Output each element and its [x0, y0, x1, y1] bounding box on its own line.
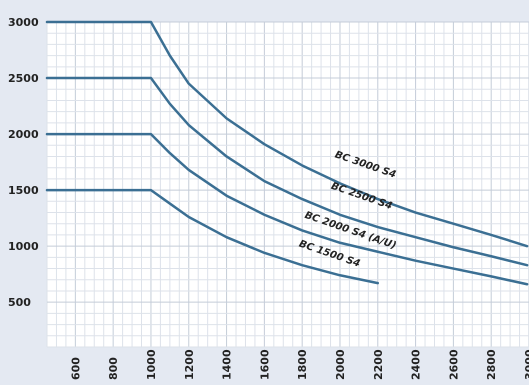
y-tick-label: 2000: [8, 128, 39, 141]
x-tick-label: 2200: [372, 349, 385, 380]
grid: [46, 21, 529, 348]
y-tick-label: 1500: [8, 184, 39, 197]
plot-background: [47, 22, 529, 347]
x-tick-label: 2000: [334, 349, 347, 380]
x-tick-label: 1200: [183, 349, 196, 380]
x-tick-label: 1000: [145, 349, 158, 380]
axes: 500 1000 1500 2000 2500 3000 600 800 1000 1200 140…: [8, 16, 529, 380]
x-tick-label: 1400: [221, 349, 234, 380]
y-tick-label: 500: [8, 296, 31, 309]
x-tick-label: 2400: [410, 349, 423, 380]
series-lines: [45, 20, 529, 286]
x-tick-label: 600: [69, 357, 82, 380]
series-line: [45, 188, 380, 285]
x-tick-label: 2800: [485, 349, 498, 380]
series-line: [45, 20, 529, 248]
series-line: [45, 76, 529, 267]
series-line: [45, 132, 529, 286]
x-tick-label: 2600: [447, 349, 460, 380]
y-tick-label: 1000: [8, 240, 39, 253]
x-tick-label: 800: [107, 357, 120, 380]
y-tick-label: 3000: [8, 16, 39, 29]
x-tick-label: 3000: [523, 349, 529, 380]
x-tick-label: 1800: [296, 349, 309, 380]
y-tick-label: 2500: [8, 72, 39, 85]
x-tick-label: 1600: [258, 349, 271, 380]
